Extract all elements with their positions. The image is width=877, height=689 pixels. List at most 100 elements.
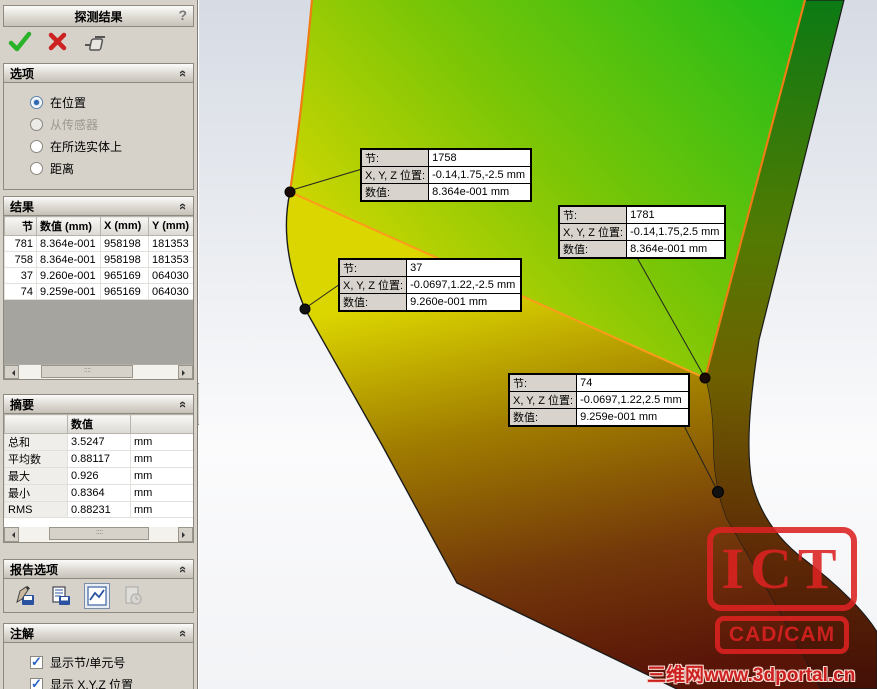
table-row[interactable]: 最大 0.926 mm bbox=[4, 467, 193, 485]
callout-xyz-value: -0.0697,1.22,2.5 mm bbox=[576, 391, 690, 409]
results-hscrollbar[interactable] bbox=[4, 364, 193, 379]
radio-icon bbox=[30, 161, 43, 175]
scroll-thumb[interactable] bbox=[41, 365, 133, 378]
section-header-annotations[interactable]: 注解 « bbox=[3, 623, 194, 643]
collapse-chevron-icon: « bbox=[175, 69, 191, 77]
edge-highlight-right[interactable] bbox=[703, 0, 807, 379]
callout-result-value: 9.260e-001 mm bbox=[406, 293, 522, 311]
col-value: 数值 bbox=[67, 414, 131, 434]
callout-result-value: 8.364e-001 mm bbox=[626, 240, 726, 258]
table-row[interactable]: 781 8.364e-001 958198 181353 bbox=[4, 235, 193, 252]
results-list: 节 数值 (mm) X (mm) Y (mm) 781 8.364e-001 9… bbox=[3, 216, 194, 380]
checkbox-icon bbox=[30, 654, 43, 670]
checkbox-label: 显示 X,Y,Z 位置 bbox=[50, 677, 134, 689]
radio-icon bbox=[30, 139, 43, 153]
scroll-right-arrow[interactable] bbox=[178, 365, 193, 379]
probe-callout-37[interactable]: 节: 37 X, Y, Z 位置: -0.0697,1.22,-2.5 mm 数… bbox=[338, 258, 523, 312]
radio-from-sensor[interactable]: 从传感器 bbox=[30, 113, 189, 135]
section-label: 结果 bbox=[10, 199, 35, 214]
checkbox-show-node-number[interactable]: 显示节/单元号 bbox=[30, 651, 189, 673]
section-label: 注解 bbox=[10, 626, 35, 641]
radio-distance[interactable]: 距离 bbox=[30, 157, 189, 179]
callout-node-value: 1781 bbox=[626, 206, 726, 224]
panel-title-bar: 探测结果 ? bbox=[3, 5, 194, 27]
check-icon bbox=[8, 31, 32, 52]
table-header-row: 数值 bbox=[4, 414, 193, 434]
graphics-viewport[interactable]: 节: 1758 X, Y, Z 位置: -0.14,1.75,-2.5 mm 数… bbox=[199, 0, 877, 689]
model-lower-face[interactable] bbox=[286, 192, 820, 689]
table-row[interactable]: 最小 0.8364 mm bbox=[4, 484, 193, 502]
line-chart-icon bbox=[87, 585, 107, 606]
pin-icon bbox=[85, 36, 105, 51]
model-top-face[interactable] bbox=[290, 0, 805, 378]
annotations-group: 显示节/单元号 显示 X,Y,Z 位置 显示数值 bbox=[3, 643, 194, 689]
probe-results-panel: 探测结果 ? bbox=[0, 0, 198, 689]
report-button bbox=[120, 583, 146, 609]
table-header-row: 节 数值 (mm) X (mm) Y (mm) bbox=[4, 216, 193, 236]
callout-node-value: 74 bbox=[576, 374, 690, 392]
summary-hscrollbar[interactable] bbox=[3, 527, 194, 543]
table-row[interactable]: RMS 0.88231 mm bbox=[4, 501, 193, 518]
table-row[interactable]: 总和 3.5247 mm bbox=[4, 433, 193, 451]
radio-icon bbox=[30, 95, 43, 109]
probe-point-1781[interactable] bbox=[699, 372, 711, 384]
probe-point-74[interactable] bbox=[712, 486, 724, 498]
radio-on-selected-entities[interactable]: 在所选实体上 bbox=[30, 135, 189, 157]
pin-button[interactable] bbox=[84, 33, 110, 51]
cancel-button[interactable] bbox=[48, 32, 68, 52]
probe-point-1758[interactable] bbox=[284, 186, 296, 198]
table-row[interactable]: 74 9.259e-001 965169 064030 bbox=[4, 283, 193, 300]
probe-point-37[interactable] bbox=[299, 303, 311, 315]
report-clock-icon bbox=[125, 585, 142, 605]
probe-callout-1781[interactable]: 节: 1781 X, Y, Z 位置: -0.14,1.75,2.5 mm 数值… bbox=[558, 205, 727, 259]
radio-at-location[interactable]: 在位置 bbox=[30, 91, 189, 113]
model-plot-canvas bbox=[284, 0, 877, 689]
scroll-right-arrow[interactable] bbox=[178, 527, 193, 542]
section-header-results[interactable]: 结果 « bbox=[3, 196, 194, 216]
table-row[interactable]: 平均数 0.88117 mm bbox=[4, 450, 193, 468]
section-header-options[interactable]: 选项 « bbox=[3, 63, 194, 83]
save-report-button[interactable] bbox=[48, 583, 74, 609]
scroll-left-arrow[interactable] bbox=[4, 527, 19, 542]
ok-button[interactable] bbox=[8, 31, 32, 53]
close-icon bbox=[48, 32, 67, 51]
col-node[interactable]: 节 bbox=[4, 216, 37, 236]
scroll-left-arrow[interactable] bbox=[4, 365, 19, 379]
radio-label: 从传感器 bbox=[50, 117, 99, 132]
probe-callout-74[interactable]: 节: 74 X, Y, Z 位置: -0.0697,1.22,2.5 mm 数值… bbox=[508, 373, 691, 427]
section-header-summary[interactable]: 摘要 « bbox=[3, 394, 194, 414]
radio-icon bbox=[30, 117, 43, 131]
help-icon[interactable]: ? bbox=[178, 7, 187, 23]
checkbox-show-xyz[interactable]: 显示 X,Y,Z 位置 bbox=[30, 673, 189, 689]
edge-highlight-left[interactable] bbox=[288, 0, 314, 193]
collapse-chevron-icon: « bbox=[175, 565, 191, 573]
section-label: 摘要 bbox=[10, 397, 35, 412]
callout-leader bbox=[306, 283, 341, 308]
page-title: 探测结果 bbox=[74, 9, 123, 24]
callout-node-value: 37 bbox=[406, 259, 522, 277]
radio-label: 在位置 bbox=[50, 95, 87, 110]
col-x[interactable]: X (mm) bbox=[100, 216, 149, 236]
document-save-icon bbox=[52, 585, 70, 605]
pen-save-icon bbox=[16, 585, 34, 605]
scroll-thumb[interactable] bbox=[49, 527, 149, 540]
col-y[interactable]: Y (mm) bbox=[148, 216, 193, 236]
plot-button[interactable] bbox=[84, 582, 110, 609]
probe-callout-1758[interactable]: 节: 1758 X, Y, Z 位置: -0.14,1.75,-2.5 mm 数… bbox=[360, 148, 533, 202]
table-row[interactable]: 37 9.260e-001 965169 064030 bbox=[4, 267, 193, 284]
callout-leader bbox=[630, 246, 705, 377]
section-label: 选项 bbox=[10, 66, 35, 81]
col-value[interactable]: 数值 (mm) bbox=[36, 216, 101, 236]
callout-xyz-value: -0.0697,1.22,-2.5 mm bbox=[406, 276, 522, 294]
radio-label: 在所选实体上 bbox=[50, 139, 123, 154]
save-as-sensor-button[interactable] bbox=[12, 583, 38, 609]
radio-label: 距离 bbox=[50, 161, 75, 176]
callout-result-value: 9.259e-001 mm bbox=[576, 408, 690, 426]
table-row[interactable]: 758 8.364e-001 958198 181353 bbox=[4, 251, 193, 268]
callout-node-value: 1758 bbox=[428, 149, 532, 167]
results-table: 节 数值 (mm) X (mm) Y (mm) 781 8.364e-001 9… bbox=[4, 216, 193, 300]
section-label: 报告选项 bbox=[10, 562, 59, 577]
summary-box: 数值 总和 3.5247 mm 平均数 0.88117 mm 最大 0.926 … bbox=[3, 414, 194, 528]
section-header-report-options[interactable]: 报告选项 « bbox=[3, 559, 194, 579]
